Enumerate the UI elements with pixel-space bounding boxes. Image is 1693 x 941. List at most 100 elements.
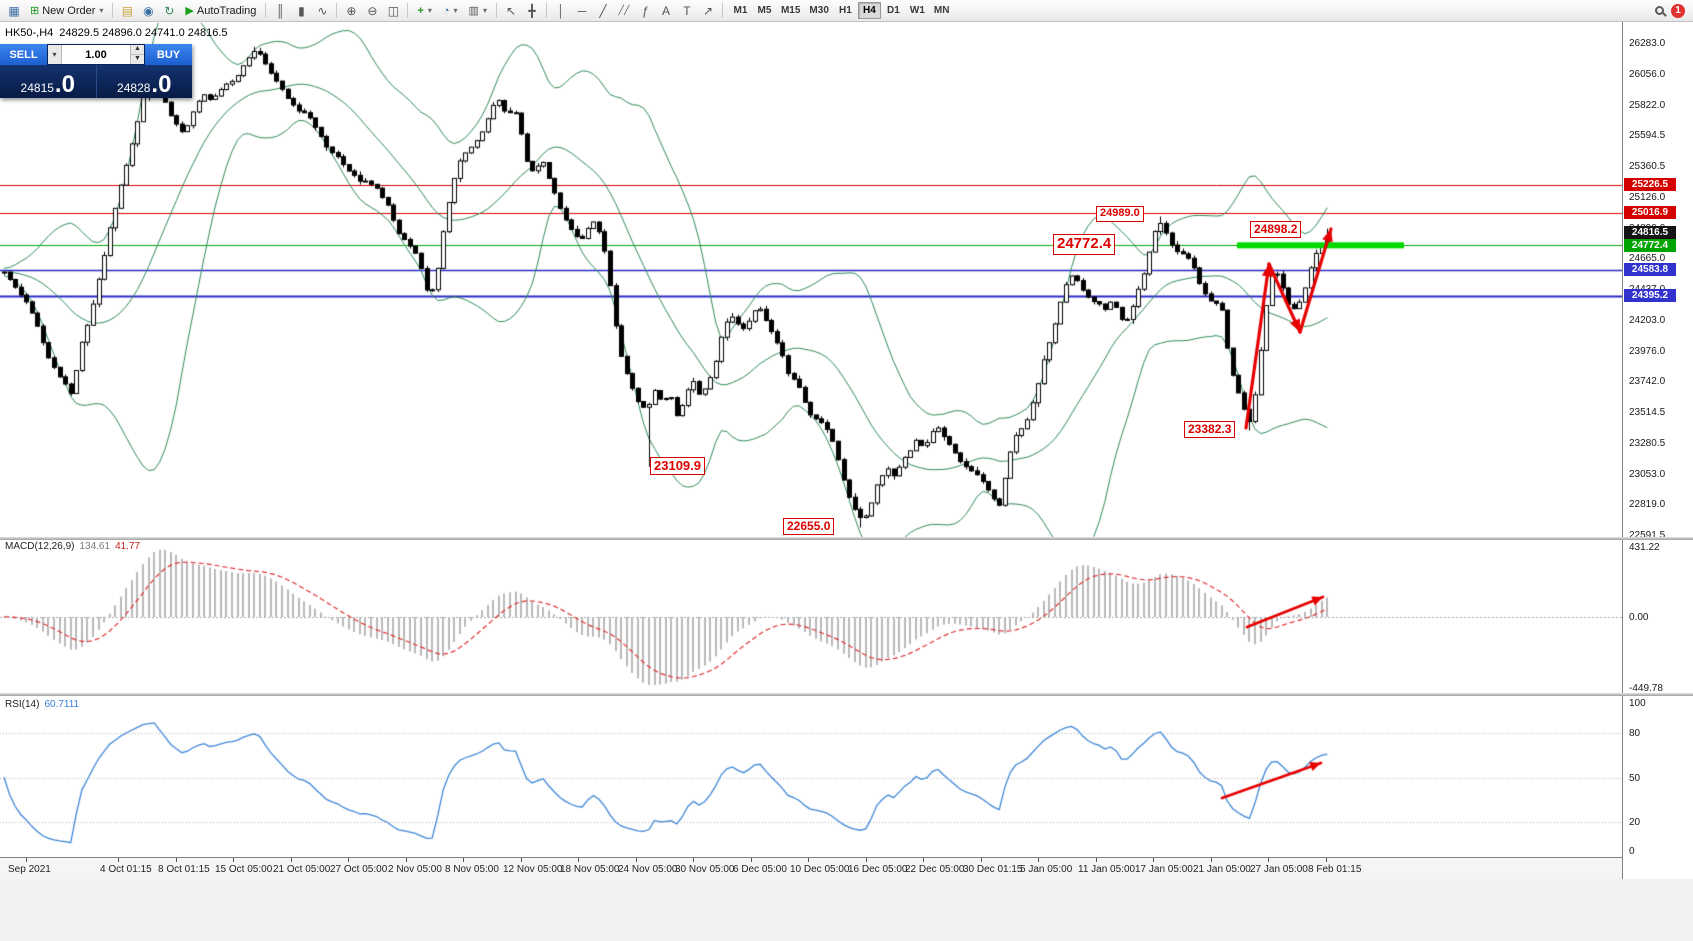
macd-name: MACD(12,26,9) (5, 541, 75, 552)
text-tool-icon[interactable]: A (661, 3, 670, 18)
date-label: 24 Nov 05:00 (618, 864, 678, 875)
date-tick-mark (1038, 858, 1039, 862)
date-tick-mark (751, 858, 752, 862)
price-tick: 22591.5 (1629, 530, 1666, 542)
price-level-label: 25226.5 (1624, 177, 1676, 191)
price-callout[interactable]: 23109.9 (650, 457, 705, 476)
volume-spinner: ▲ ▼ (130, 45, 144, 64)
label-tool-icon[interactable]: T (683, 3, 691, 18)
price-level-label: 25016.9 (1624, 205, 1676, 219)
fibonacci-tool-icon[interactable]: ƒ (641, 3, 649, 18)
toolbar-separator (407, 3, 409, 18)
volume-up-button[interactable]: ▲ (130, 45, 144, 55)
price-tick: 25126.0 (1629, 191, 1666, 203)
date-label: 21 Jan 05:00 (1193, 864, 1251, 875)
buy-button[interactable]: BUY (145, 44, 192, 65)
volume-dropdown-icon[interactable]: ▾ (48, 45, 62, 64)
date-tick-mark (636, 858, 637, 862)
autotrading-button[interactable]: ▶ AutoTrading (180, 2, 261, 20)
periods-button[interactable]: ◔ ▾ (438, 2, 463, 20)
zoom-out-icon[interactable]: ⊖ (367, 3, 378, 18)
chevron-down-icon: ▾ (427, 6, 432, 15)
autotrading-play-icon: ▶ (185, 5, 194, 17)
tile-windows-icon[interactable]: ◫ (387, 3, 400, 18)
toolbar-separator (336, 3, 338, 18)
price-callout[interactable]: 24898.2 (1250, 221, 1302, 238)
indicators-plus-icon: + (417, 4, 424, 17)
price-callout[interactable]: 22655.0 (783, 518, 835, 535)
date-tick-mark (233, 858, 234, 862)
price-tick: 23053.0 (1629, 468, 1666, 480)
date-label: 12 Nov 05:00 (503, 864, 563, 875)
price-tick: 23976.0 (1629, 345, 1666, 357)
zoom-in-icon[interactable]: ⊕ (346, 3, 357, 18)
toolbar-separator (721, 3, 723, 18)
timeframe-m30[interactable]: M30 (809, 5, 829, 16)
indicator-axis-tick: 50 (1629, 773, 1641, 784)
cursor-icon[interactable]: ↖ (505, 3, 516, 18)
price-callout[interactable]: 24772.4 (1053, 234, 1116, 255)
horizontal-line-tool-icon[interactable]: ─ (577, 3, 587, 18)
toolbar-separator (112, 3, 114, 18)
date-tick-mark (1268, 858, 1269, 862)
date-tick-mark (866, 858, 867, 862)
bar-chart-icon[interactable]: ║ (276, 3, 285, 18)
line-chart-icon[interactable]: ∿ (317, 3, 328, 18)
date-label: 4 Oct 01:15 (100, 864, 152, 875)
indicator-axis-tick: 0 (1629, 846, 1635, 857)
price-callout[interactable]: 24989.0 (1096, 206, 1144, 222)
macd-main-value: 134.61 (79, 541, 111, 552)
buy-price-display[interactable]: 24828 .0 (95, 65, 193, 98)
timeframe-m5[interactable]: M5 (757, 5, 772, 16)
templates-button[interactable]: ▥ ▾ (464, 2, 492, 20)
channel-tool-icon[interactable]: ╱╱ (618, 5, 630, 15)
new-order-button[interactable]: ⊞ New Order ▾ (25, 2, 108, 20)
toolbar-separator (545, 3, 547, 18)
price-callout[interactable]: 23382.3 (1184, 421, 1236, 438)
timeframe-w1[interactable]: W1 (909, 5, 925, 16)
candlestick-chart-icon[interactable]: ▮ (298, 3, 305, 18)
sell-price-display[interactable]: 24815 .0 (0, 65, 96, 98)
rsi-indicator-label: RSI(14) 60.7111 (5, 699, 79, 710)
date-label: 27 Oct 05:00 (330, 864, 388, 875)
timeframe-m15[interactable]: M15 (780, 5, 801, 16)
price-tick: 26056.0 (1629, 68, 1666, 80)
chart-window-icon[interactable]: ▦ (8, 3, 20, 18)
refresh-icon[interactable]: ↻ (164, 3, 175, 18)
search-icon[interactable] (1655, 6, 1664, 15)
toolbar-right-group: 1 (1655, 3, 1689, 18)
rsi-value: 60.7111 (44, 699, 80, 710)
indicators-button[interactable]: + ▾ (412, 2, 436, 20)
timeframe-m1[interactable]: M1 (733, 5, 748, 16)
community-icon[interactable]: ◉ (143, 3, 154, 18)
date-label: 10 Dec 05:00 (790, 864, 850, 875)
crosshair-icon[interactable]: ╋ (528, 3, 536, 18)
macd-pane-separator[interactable] (0, 537, 1693, 540)
date-tick-mark (923, 858, 924, 862)
window-bottom-area (0, 879, 1693, 941)
date-label: 8 Feb 01:15 (1308, 864, 1362, 875)
date-tick-mark (981, 858, 982, 862)
volume-down-button[interactable]: ▼ (130, 55, 144, 64)
timeframe-d1[interactable]: D1 (886, 5, 900, 16)
indicator-axis-tick: 0.00 (1629, 612, 1649, 623)
toolbar-separator (265, 3, 267, 18)
vertical-line-tool-icon[interactable]: │ (557, 3, 565, 18)
date-tick-mark (521, 858, 522, 862)
trendline-tool-icon[interactable]: ╱ (599, 3, 607, 18)
new-order-label: New Order (42, 4, 96, 17)
timeframe-h4[interactable]: H4 (857, 2, 881, 19)
rsi-pane-separator[interactable] (0, 693, 1693, 696)
arrow-tool-icon[interactable]: ↗ (702, 3, 713, 18)
volume-input[interactable] (62, 45, 130, 64)
timeframe-h1[interactable]: H1 (838, 5, 852, 16)
toolbar-separator (495, 3, 497, 18)
history-icon[interactable]: ▤ (121, 3, 134, 18)
price-level-label: 24395.2 (1624, 288, 1676, 302)
chevron-down-icon: ▾ (482, 6, 487, 15)
sell-button[interactable]: SELL (0, 44, 47, 65)
timeframe-mn[interactable]: MN (933, 5, 950, 16)
volume-control: ▾ ▲ ▼ (47, 44, 145, 65)
notification-badge[interactable]: 1 (1671, 3, 1685, 18)
